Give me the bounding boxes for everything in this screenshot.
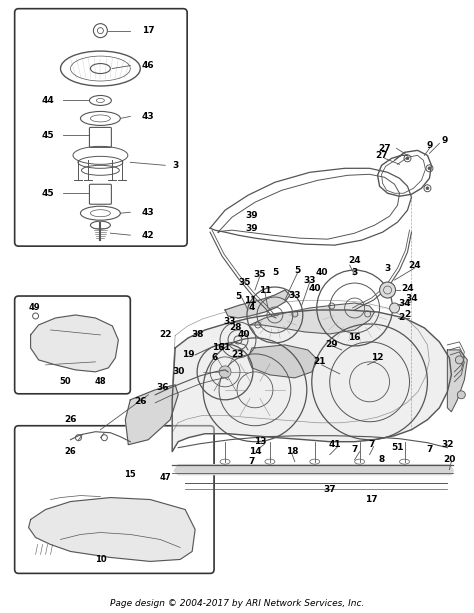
Text: 24: 24 (401, 284, 414, 292)
Text: 3: 3 (172, 161, 178, 170)
Circle shape (457, 391, 465, 399)
Text: 40: 40 (316, 268, 328, 276)
Text: 45: 45 (41, 189, 54, 198)
FancyBboxPatch shape (15, 426, 214, 573)
Text: 28: 28 (229, 324, 241, 332)
Text: 50: 50 (60, 378, 71, 386)
Text: 12: 12 (371, 353, 384, 362)
Text: 7: 7 (426, 445, 433, 454)
Text: 19: 19 (182, 351, 194, 359)
Circle shape (428, 167, 431, 170)
Circle shape (456, 356, 463, 364)
Text: 7: 7 (351, 445, 358, 454)
Text: 46: 46 (142, 61, 155, 70)
Text: 35: 35 (239, 278, 251, 286)
Text: 10: 10 (95, 555, 106, 564)
Text: 33: 33 (289, 291, 301, 300)
Text: 29: 29 (326, 340, 338, 349)
Text: 44: 44 (41, 96, 54, 105)
Text: 7: 7 (249, 457, 255, 466)
Text: 9: 9 (441, 136, 447, 145)
Text: 22: 22 (159, 330, 172, 340)
FancyBboxPatch shape (15, 296, 130, 394)
Circle shape (426, 187, 429, 190)
Text: 11: 11 (259, 286, 271, 294)
Text: 8: 8 (378, 455, 385, 464)
Circle shape (406, 157, 409, 160)
Text: 41: 41 (328, 440, 341, 449)
Polygon shape (250, 303, 374, 334)
Polygon shape (31, 315, 118, 372)
Text: 49: 49 (29, 303, 40, 313)
Text: 16: 16 (348, 333, 361, 343)
Text: 43: 43 (142, 112, 155, 121)
Text: 3: 3 (384, 264, 391, 273)
Text: 35: 35 (254, 270, 266, 278)
Text: 17: 17 (365, 495, 378, 504)
Polygon shape (248, 345, 318, 378)
Text: 39: 39 (246, 224, 258, 233)
Text: 38: 38 (192, 330, 204, 340)
Text: 5: 5 (272, 268, 278, 276)
Text: 26: 26 (64, 415, 77, 424)
Text: 9: 9 (426, 141, 433, 150)
Text: 26: 26 (64, 447, 76, 456)
Polygon shape (447, 350, 467, 412)
Text: 48: 48 (95, 378, 106, 386)
Text: 33: 33 (303, 276, 316, 284)
Text: 42: 42 (142, 230, 155, 240)
Text: 33: 33 (224, 318, 236, 327)
Text: 18: 18 (286, 447, 298, 456)
Polygon shape (225, 290, 290, 318)
Text: 27: 27 (378, 144, 391, 153)
Text: 40: 40 (309, 284, 321, 292)
Text: 13: 13 (254, 437, 266, 446)
Text: 47: 47 (159, 473, 171, 482)
Text: 16: 16 (212, 343, 224, 352)
Text: 23: 23 (232, 351, 244, 359)
Text: 14: 14 (249, 447, 261, 456)
Text: 5: 5 (235, 292, 241, 300)
Circle shape (380, 282, 395, 298)
Polygon shape (28, 498, 195, 562)
Polygon shape (172, 310, 451, 452)
Text: 27: 27 (375, 151, 388, 160)
Circle shape (219, 366, 231, 378)
Text: 45: 45 (41, 131, 54, 140)
Text: 34: 34 (405, 294, 418, 303)
Text: 3: 3 (352, 268, 358, 276)
Text: 26: 26 (134, 397, 146, 406)
Text: 36: 36 (156, 383, 168, 392)
Text: 24: 24 (348, 256, 361, 265)
Text: Page design © 2004-2017 by ARI Network Services, Inc.: Page design © 2004-2017 by ARI Network S… (110, 599, 364, 608)
Circle shape (390, 303, 400, 313)
Text: 24: 24 (408, 261, 421, 270)
Text: 2: 2 (398, 313, 405, 322)
Text: 40: 40 (238, 330, 250, 340)
Text: 17: 17 (142, 26, 155, 35)
Polygon shape (125, 385, 178, 444)
Text: 6: 6 (212, 353, 218, 362)
Text: 39: 39 (246, 211, 258, 219)
Polygon shape (174, 465, 453, 474)
Text: 51: 51 (391, 443, 404, 452)
Text: 30: 30 (172, 367, 184, 376)
Text: 43: 43 (142, 208, 155, 217)
Text: 37: 37 (323, 485, 336, 494)
Text: 2: 2 (404, 310, 410, 319)
Text: 7: 7 (368, 440, 375, 449)
Text: 32: 32 (441, 440, 454, 449)
Text: 20: 20 (443, 455, 456, 464)
Text: 15: 15 (125, 470, 136, 479)
Text: 11: 11 (244, 295, 256, 305)
Text: 5: 5 (295, 265, 301, 275)
Text: 31: 31 (219, 343, 231, 352)
Text: 4: 4 (249, 303, 255, 313)
Text: 21: 21 (313, 357, 326, 367)
FancyBboxPatch shape (15, 9, 187, 246)
Text: 34: 34 (398, 299, 411, 308)
